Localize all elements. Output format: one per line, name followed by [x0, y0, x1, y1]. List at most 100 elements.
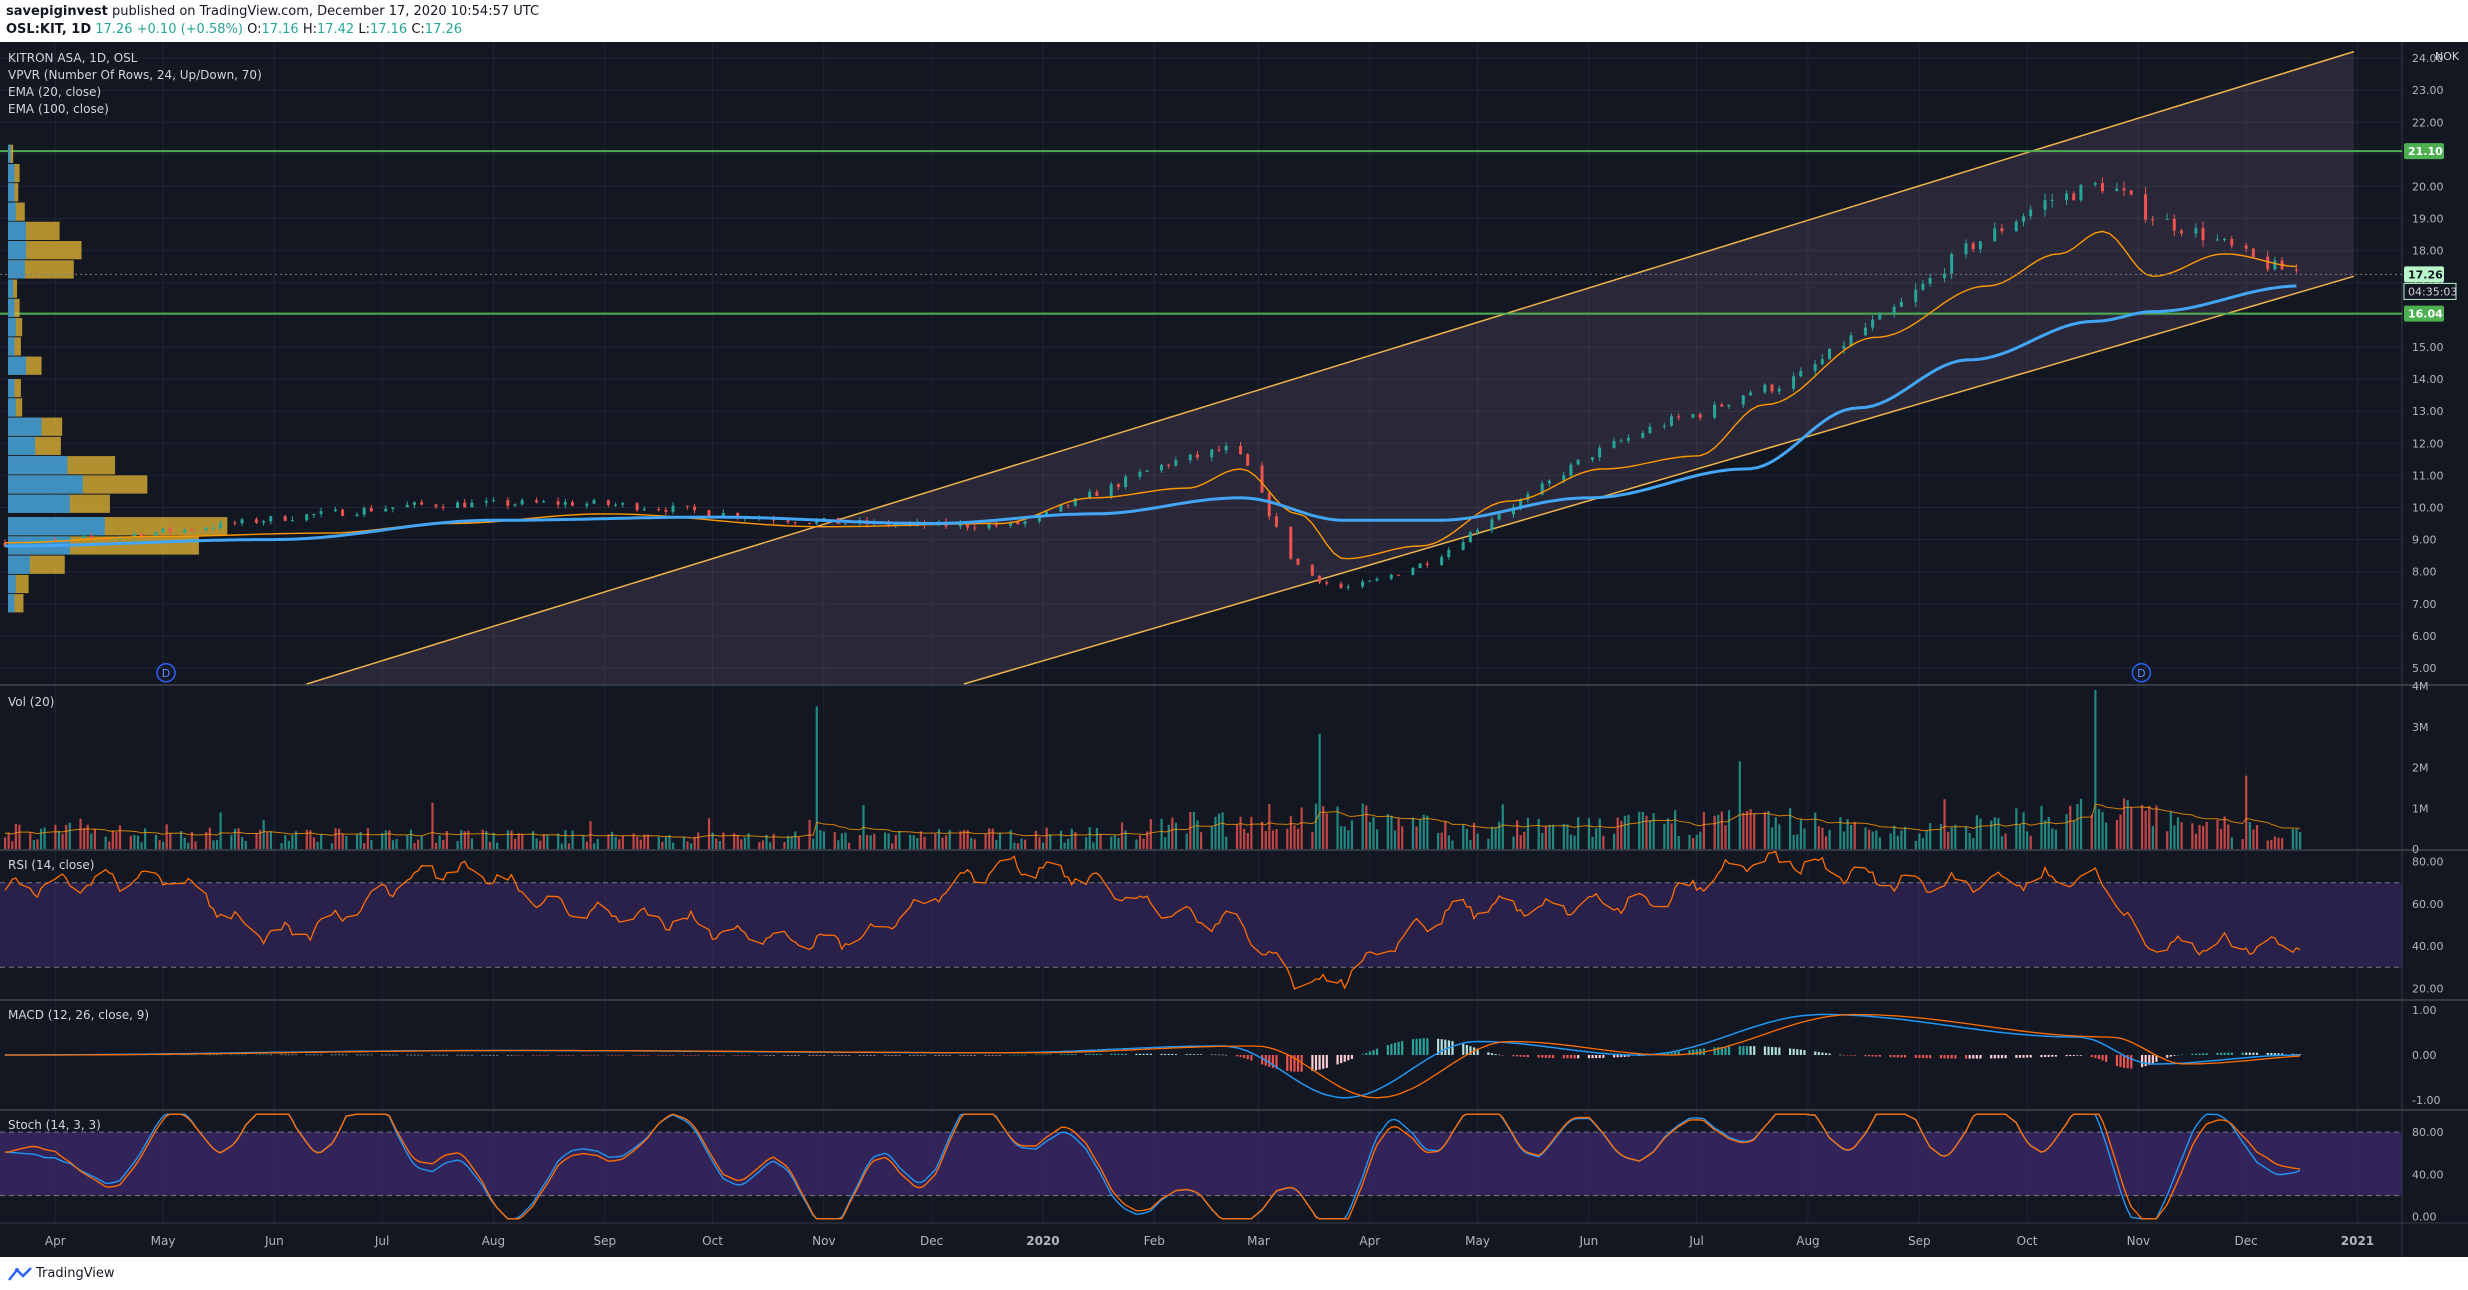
volume-bar [1243, 828, 1246, 849]
macd-signal-line[interactable] [5, 1013, 2301, 1099]
author-name[interactable]: savepiginvest [6, 4, 108, 19]
volume-bar [79, 818, 82, 849]
volume-bar [1264, 830, 1267, 849]
candle-body [1950, 254, 1954, 274]
tradingview-brand[interactable]: TradingView [8, 1266, 115, 1281]
volume-bar [36, 839, 39, 849]
macd-histogram-bar [2022, 1055, 2025, 1058]
volume-bar [65, 825, 68, 849]
volume-bar [1013, 842, 1016, 849]
volume-bar [1113, 835, 1116, 849]
volume-bar [1426, 815, 1429, 849]
volume-bar [442, 839, 445, 849]
macd-histogram-bar [1393, 1042, 1397, 1055]
macd-histogram-bar [2252, 1052, 2255, 1055]
volume-bar [1447, 835, 1451, 849]
chart-area[interactable]: D D KITRON ASA, 1D, OSL VPVR (Number Of Row… [0, 42, 2468, 1257]
volume-bar [786, 835, 790, 849]
macd-histogram-bar [1221, 1054, 1224, 1056]
candle-body [657, 509, 661, 511]
volume-bar [1997, 817, 2000, 849]
candle-body [736, 512, 740, 519]
channel-lower-line[interactable] [963, 275, 2355, 685]
candle-body [1490, 519, 1494, 531]
macd-histogram-bar [1113, 1053, 1116, 1055]
macd-histogram-bar [1016, 1054, 1020, 1056]
candle-body [384, 508, 388, 512]
candle-body [269, 516, 273, 522]
volume-bar [722, 832, 725, 849]
volume-bar [2094, 690, 2097, 849]
candle-body [1375, 578, 1379, 581]
volume-bar [2277, 837, 2280, 849]
volume-bar [54, 824, 57, 849]
volume-profile-row-up [8, 260, 25, 279]
dividend-marker[interactable]: D [156, 663, 176, 683]
macd-histogram-bar [531, 1055, 535, 1056]
volume-bar [61, 833, 64, 849]
time-tick-label: Aug [482, 1234, 505, 1248]
macd-histogram-bar [733, 1055, 736, 1056]
candle-body [132, 533, 136, 537]
macd-histogram-bar [2248, 1052, 2251, 1055]
candle-body [994, 524, 998, 526]
candle-body [1641, 432, 1645, 438]
grid-lines [0, 42, 2402, 1222]
low-value: 17.16 [369, 22, 408, 37]
rsi-tick-label: 40.00 [2412, 940, 2444, 953]
volume-bar [618, 839, 621, 849]
candle-body [53, 539, 57, 541]
volume-bar [1088, 827, 1091, 849]
time-axis[interactable]: Apr May Jun Jul Aug Sep Oct Nov Dec 2020 Feb Mar Apr… [45, 1234, 2374, 1248]
volume-bar [68, 822, 71, 849]
time-tick-label: Dec [920, 1234, 943, 1248]
macd-histogram-bar [215, 1054, 219, 1056]
volume-bar [1846, 819, 1849, 849]
candle-body [1662, 425, 1666, 427]
macd-histogram-bar [1727, 1046, 1731, 1055]
volume-bar [1645, 815, 1648, 849]
macd-histogram-bar [1099, 1053, 1102, 1055]
chart-svg[interactable]: D D KITRON ASA, 1D, OSL VPVR (Number Of Row… [0, 42, 2468, 1257]
volume-bar [1422, 814, 1425, 849]
volume-bar [1038, 837, 1041, 849]
rsi-line[interactable] [4, 850, 2301, 990]
volume-bar [531, 831, 535, 849]
macd-histogram-bar [1975, 1055, 1978, 1059]
volume-bar [560, 843, 563, 849]
candle-body [68, 538, 72, 540]
channel-upper-line[interactable] [306, 50, 2355, 685]
volume-bar [460, 830, 463, 849]
macd-histogram-bar [1271, 1055, 1275, 1068]
stoch-d-line[interactable] [4, 1113, 2301, 1220]
volume-bar [366, 828, 369, 849]
macd-histogram-bar [1243, 1055, 1246, 1059]
volume-bar [2115, 819, 2119, 849]
volume-bar [11, 841, 14, 849]
volume-bar [661, 841, 664, 849]
volume-bar [2223, 816, 2226, 849]
volume-bar [409, 829, 413, 849]
macd-histogram-bar [1189, 1054, 1192, 1055]
volume-bar [1544, 826, 1547, 849]
macd-histogram-bar [2270, 1053, 2273, 1055]
volume-bar [736, 835, 739, 849]
price-tick-label: 13.00 [2412, 405, 2444, 418]
macd-histogram-bar [1390, 1043, 1393, 1055]
countdown-badge: 04:35:03 [2403, 282, 2457, 300]
ema100-line[interactable] [5, 284, 2297, 548]
volume-bar [1120, 822, 1124, 849]
time-tick-label: 2021 [2341, 1234, 2374, 1248]
candle-body [1397, 574, 1401, 576]
volume-bar [542, 833, 545, 849]
ohlc-line: OSL:KIT, 1D 17.26 +0.10 (+0.58%) O:17.16… [6, 22, 462, 37]
macd-histogram-bar [2198, 1053, 2201, 1055]
candle-body [966, 523, 970, 528]
macd-histogram-bar [815, 1055, 818, 1056]
dividend-marker[interactable]: D [2131, 663, 2152, 683]
macd-histogram-bar [593, 1055, 596, 1056]
volume-bar [1271, 830, 1275, 849]
macd-histogram-bar [294, 1054, 298, 1056]
macd-histogram-bar [2130, 1055, 2133, 1069]
macd-histogram-bar [413, 1054, 416, 1056]
